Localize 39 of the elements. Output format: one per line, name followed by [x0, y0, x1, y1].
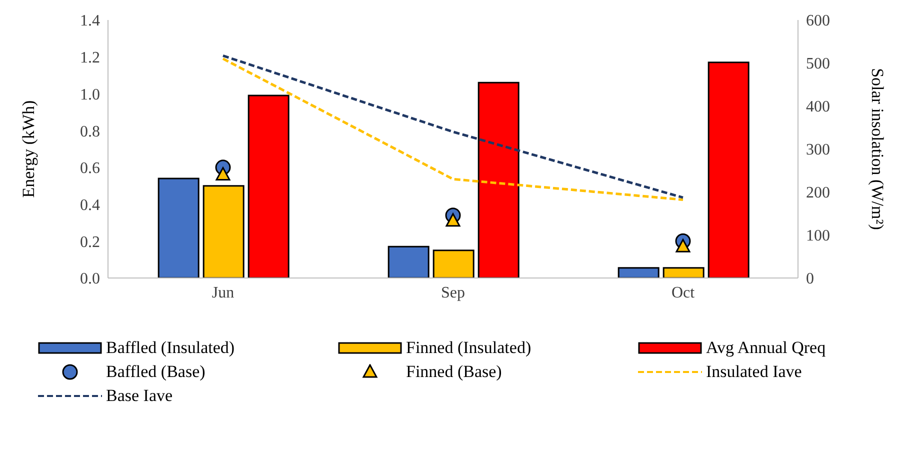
x-tick-label: Sep: [441, 284, 465, 302]
bar: [708, 62, 750, 278]
y-tick-label: 1.4: [80, 12, 100, 30]
legend-label: Insulated Iave: [706, 362, 802, 382]
bar: [618, 267, 660, 278]
legend-label: Finned (Base): [406, 362, 502, 382]
y2-tick-label: 200: [806, 184, 830, 202]
legend-label: Baffled (Base): [106, 362, 206, 382]
legend-label: Baffled (Insulated): [106, 338, 235, 358]
bar: [662, 267, 704, 278]
y-tick-label: 0.8: [80, 123, 100, 140]
bar: [432, 250, 474, 278]
bar: [202, 185, 244, 278]
y2-tick-label: 500: [806, 56, 830, 73]
legend-label: Base Iave: [106, 386, 173, 406]
bar: [248, 94, 290, 278]
point: [446, 213, 460, 227]
point: [676, 238, 690, 252]
y-tick-label: 0.2: [80, 234, 100, 251]
y-tick-label: 1.2: [80, 50, 100, 67]
y2-tick-label: 100: [806, 228, 830, 245]
y2-tick-label: 300: [806, 142, 830, 159]
bar: [478, 82, 520, 278]
y-tick-label: 1.0: [80, 86, 100, 104]
x-tick-label: Jun: [212, 284, 234, 302]
y2-tick-label: 0: [806, 270, 814, 288]
point: [216, 167, 230, 181]
legend-label: Finned (Insulated): [406, 338, 532, 358]
y-tick-label: 0.0: [80, 270, 100, 288]
y2-tick-label: 400: [806, 98, 830, 116]
legend-label: Avg Annual Qreq: [706, 338, 826, 358]
y2-tick-label: 600: [806, 12, 830, 30]
y-tick-label: 0.6: [80, 160, 100, 178]
y-axis-title: Energy (kWh): [19, 100, 38, 198]
bar: [158, 178, 200, 278]
y2-axis-title: Solar insolation (W/m²): [868, 68, 887, 230]
x-tick-label: Oct: [671, 284, 696, 302]
bar: [388, 246, 430, 278]
y-tick-label: 0.4: [80, 196, 100, 214]
